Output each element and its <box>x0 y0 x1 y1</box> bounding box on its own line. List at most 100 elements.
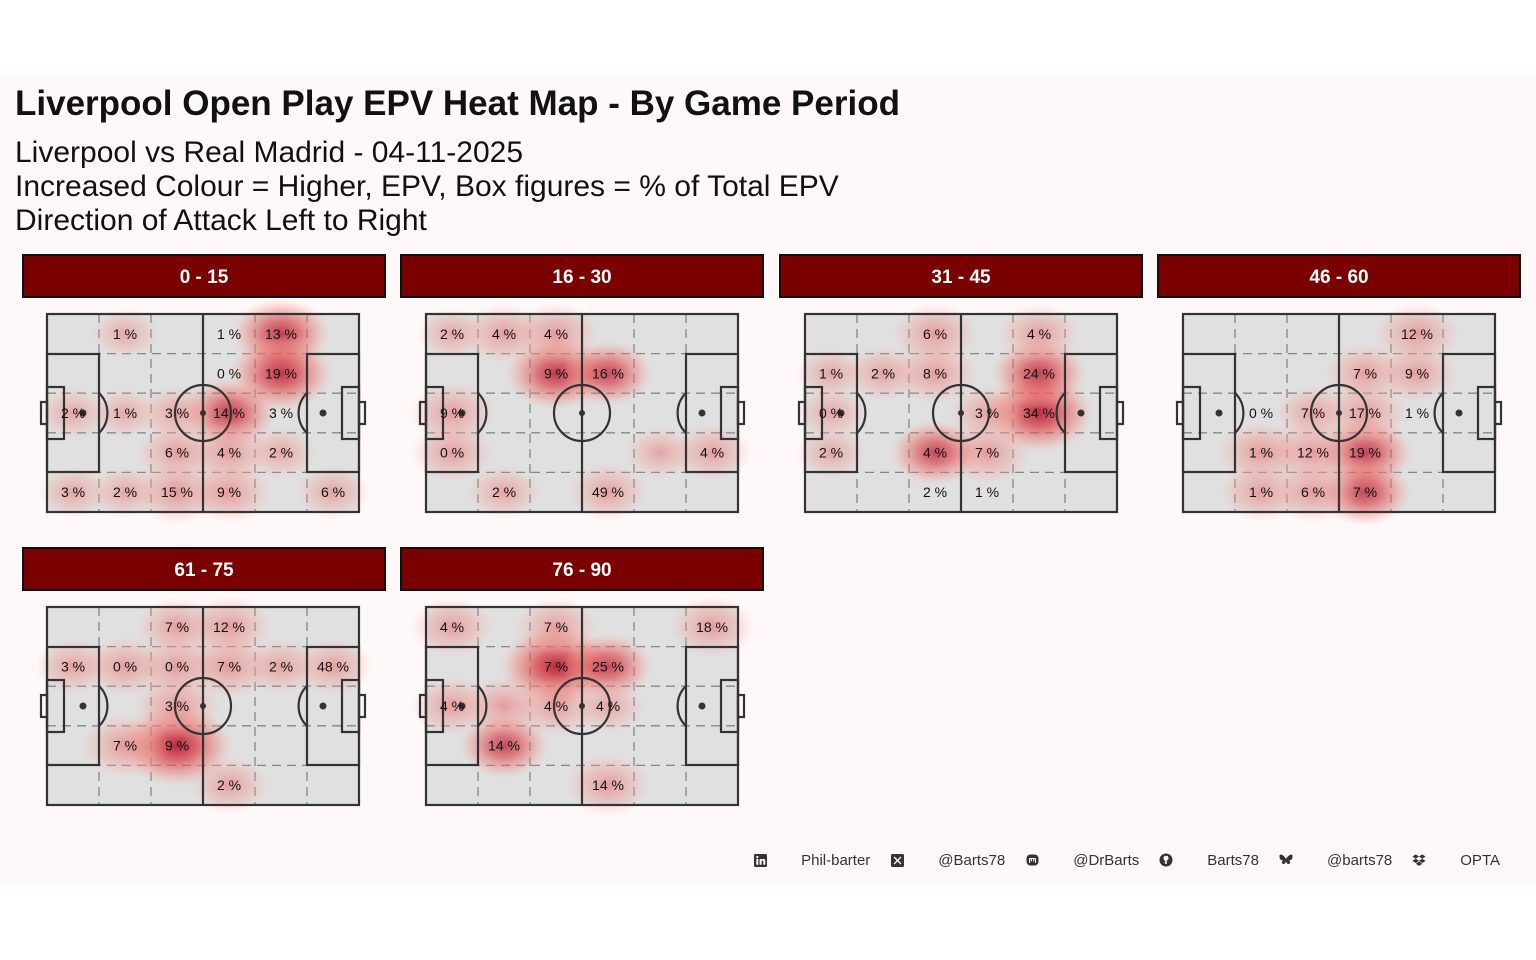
box-percentage-label: 7 % <box>544 658 568 674</box>
goal-left <box>418 400 428 426</box>
heat-blob <box>81 713 169 778</box>
centre-spot <box>579 703 585 709</box>
box-percentage-label: 1 % <box>1249 445 1273 461</box>
bluesky-icon <box>1279 853 1293 867</box>
facet-2: 31 - 45 6 % 4 % 1 % 2 % 8 % 24 % 0 % 3 % 34 % 2 % 4… <box>779 254 1143 514</box>
box-percentage-label: 8 % <box>923 365 947 381</box>
box-percentage-label: 12 % <box>213 619 245 635</box>
box-percentage-label: 4 % <box>596 698 620 714</box>
box-percentage-label: 9 % <box>1405 365 1429 381</box>
box-percentage-label: 0 % <box>165 658 189 674</box>
penalty-arc-right <box>1055 392 1066 434</box>
box-percentage-label: 1 % <box>819 365 843 381</box>
box-percentage-label: 2 % <box>819 445 843 461</box>
heat-blob <box>669 595 755 658</box>
facet-strip-label: 16 - 30 <box>552 267 611 288</box>
box-percentage-label: 2 % <box>113 484 137 500</box>
box-percentage-label: 17 % <box>1349 405 1381 421</box>
box-percentage-label: 34 % <box>1023 405 1055 421</box>
heat-blob <box>410 422 494 483</box>
penalty-spot-right <box>1077 409 1085 417</box>
heat-blob <box>562 340 654 407</box>
penalty-arc-left <box>477 392 488 434</box>
heat-blob <box>513 302 599 365</box>
box-percentage-label: 7 % <box>113 738 137 754</box>
box-percentage-label: 7 % <box>1301 405 1325 421</box>
box-percentage-label: 1 % <box>113 326 137 342</box>
box-percentage-label: 4 % <box>544 698 568 714</box>
box-percentage-label: 15 % <box>161 484 193 500</box>
footer-text-github: Barts78 <box>1207 851 1259 869</box>
heat-blob <box>37 387 109 439</box>
box-percentage-label: 4 % <box>492 326 516 342</box>
penalty-arc-right <box>297 392 308 434</box>
box-percentage-label: 0 % <box>113 658 137 674</box>
penalty-arc-left <box>1234 392 1245 434</box>
penalty-arc-left <box>477 685 488 727</box>
heat-blob <box>90 308 160 359</box>
box-percentage-label: 25 % <box>592 658 624 674</box>
penalty-spot-left <box>79 409 87 417</box>
heat-blob <box>37 466 109 519</box>
box-percentage-label: 6 % <box>165 445 189 461</box>
centre-spot <box>1336 410 1342 416</box>
penalty-arc-left <box>856 392 867 434</box>
box-percentage-label: 13 % <box>265 326 297 342</box>
heat-blob <box>245 426 317 479</box>
centre-circle <box>1309 383 1369 443</box>
penalty-arc-right <box>1433 392 1444 434</box>
subtitle-direction: Direction of Attack Left to Right <box>15 204 427 237</box>
box-percentage-label: 7 % <box>1353 484 1377 500</box>
heat-blob <box>416 307 488 360</box>
box-percentage-label: 2 % <box>923 484 947 500</box>
penalty-spot-right <box>1455 409 1463 417</box>
facet-strip-label: 61 - 75 <box>174 560 234 581</box>
box-percentage-label: 1 % <box>1249 484 1273 500</box>
penalty-spot-left <box>1215 409 1223 417</box>
heat-blob <box>568 463 648 522</box>
box-percentage-label: 3 % <box>61 658 85 674</box>
box-percentage-label: 3 % <box>165 698 189 714</box>
penalty-spot-left <box>458 409 466 417</box>
box-percentage-label: 3 % <box>61 484 85 500</box>
heat-blob <box>1274 385 1352 441</box>
penalty-spot-right <box>698 409 706 417</box>
box-percentage-label: 6 % <box>1301 484 1325 500</box>
heat-blob <box>90 388 160 438</box>
box-percentage-label: 2 % <box>871 365 895 381</box>
box-percentage-label: 1 % <box>1405 405 1429 421</box>
footer-text-bluesky: @barts78 <box>1327 851 1393 869</box>
box-percentage-label: 1 % <box>217 326 241 342</box>
centre-circle <box>552 383 612 443</box>
box-percentage-label: 3 % <box>165 405 189 421</box>
heat-blob <box>514 596 598 657</box>
penalty-spot-right <box>698 702 706 710</box>
heat-blob <box>186 595 272 658</box>
box-percentage-label: 4 % <box>440 619 464 635</box>
footer-item-github: Barts78 <box>1159 852 1279 869</box>
centre-circle <box>173 676 233 736</box>
heat-blob <box>242 638 320 695</box>
facet-strip <box>1157 254 1521 298</box>
box-percentage-label: 9 % <box>217 484 241 500</box>
facet-strip-label: 76 - 90 <box>552 560 611 581</box>
subtitle-match: Liverpool vs Real Madrid - 04-11-2025 <box>15 136 524 169</box>
penalty-spot-left <box>837 409 845 417</box>
heat-blob <box>410 676 494 736</box>
goal-left <box>39 400 49 426</box>
box-percentage-label: 24 % <box>1023 365 1055 381</box>
box-percentage-label: 4 % <box>700 445 724 461</box>
heat-blob <box>1270 461 1356 524</box>
goal-right <box>736 693 746 719</box>
box-percentage-label: 4 % <box>1027 326 1051 342</box>
facet-4: 61 - 75 7 % 12 % 3 % 0 % 0 % 7 % 2 % 48 % 3 % 7 % 9… <box>22 547 386 815</box>
box-percentage-label: 4 % <box>544 326 568 342</box>
facet-strip-label: 46 - 60 <box>1309 267 1368 288</box>
centre-spot <box>579 410 585 416</box>
box-percentage-label: 9 % <box>544 365 568 381</box>
box-percentage-label: 0 % <box>819 405 843 421</box>
box-percentage-label: 14 % <box>213 405 245 421</box>
box-percentage-label: 9 % <box>165 738 189 754</box>
box-percentage-label: 14 % <box>592 777 624 793</box>
